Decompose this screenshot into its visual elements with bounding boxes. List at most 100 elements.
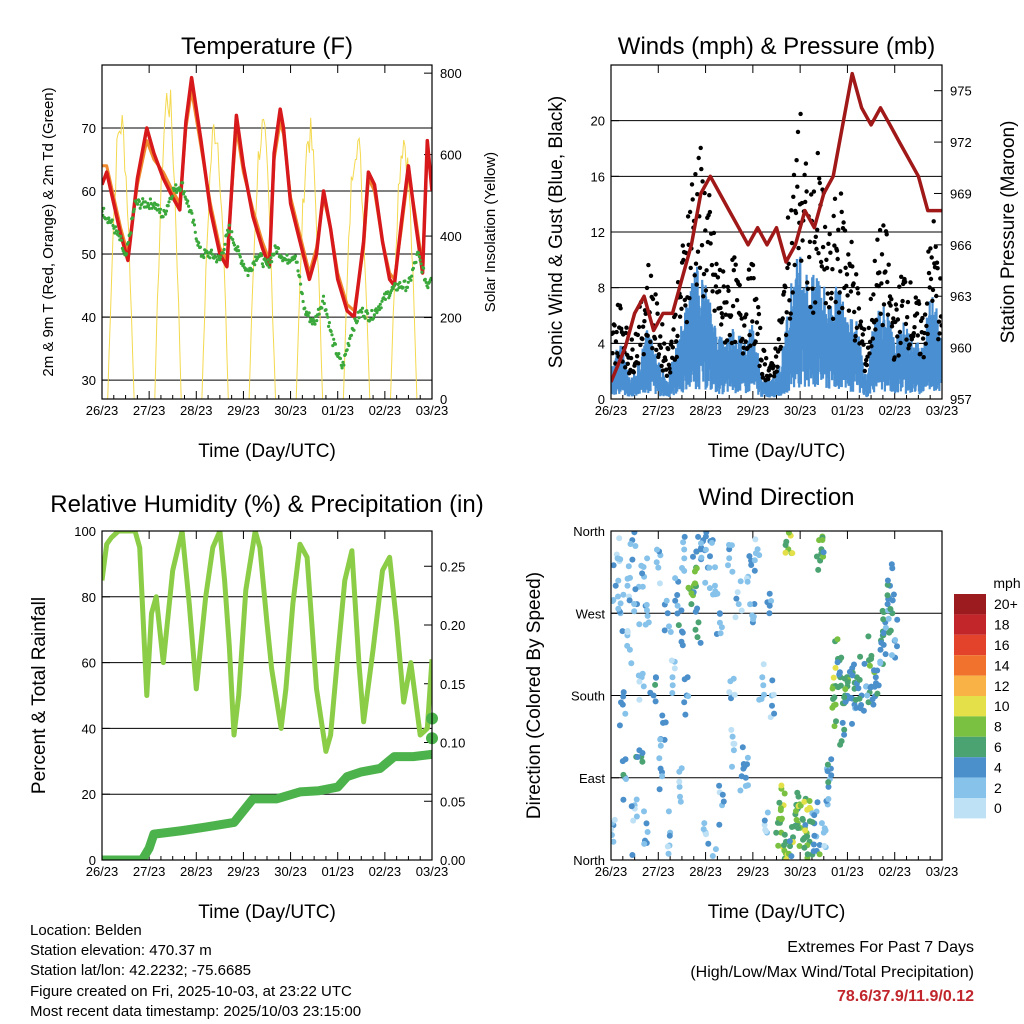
dewpoint-point [270, 260, 274, 264]
direction-point [874, 690, 881, 697]
gust-point [726, 288, 731, 293]
gust-point [714, 261, 719, 267]
gust-point [746, 267, 752, 272]
dewpoint-point [372, 313, 376, 317]
dewpoint-point [329, 329, 333, 333]
gust-point [741, 345, 746, 350]
gust-point [659, 363, 664, 369]
gust-point [818, 259, 824, 265]
direction-point [641, 808, 647, 815]
direction-point [889, 652, 895, 659]
gust-point [869, 344, 874, 349]
colorbar-swatch [954, 777, 986, 798]
gust-point [773, 354, 779, 359]
gust-point [700, 179, 705, 184]
gust-point [808, 304, 813, 310]
gust-point [791, 194, 796, 199]
gust-point [652, 336, 658, 341]
direction-point [760, 682, 767, 689]
colorbar-swatch [954, 634, 986, 656]
gust-point [750, 319, 755, 324]
dewpoint-point [299, 282, 303, 286]
direction-point [752, 550, 759, 557]
gust-point [743, 339, 748, 344]
gust-point [787, 298, 792, 303]
direction-point [644, 607, 650, 614]
gust-point [937, 331, 942, 336]
gust-point [742, 323, 747, 328]
gust-point [794, 158, 799, 163]
direction-point [734, 589, 741, 596]
direction-point [820, 549, 827, 556]
x-tick-label: 29/23 [227, 864, 260, 879]
dewpoint-point [315, 319, 319, 323]
direction-point [793, 808, 799, 814]
gust-point [824, 257, 829, 262]
gust-point [756, 305, 761, 310]
direction-point [766, 610, 773, 617]
x-tick-label: 02/23 [369, 403, 402, 418]
gust-point [803, 161, 809, 166]
dewpoint-point [119, 234, 123, 238]
gust-point [709, 262, 715, 268]
direction-point [816, 851, 823, 858]
gust-point [614, 329, 619, 335]
pressure-line [611, 71, 942, 383]
y-right-tick-label: 0.10 [440, 736, 465, 751]
direction-point [828, 756, 835, 763]
gust-point [879, 252, 885, 257]
gust-point [739, 316, 744, 321]
y-right-tick-label: 0.20 [440, 618, 465, 633]
colorbar-swatch [954, 757, 986, 778]
y-right-tick-label: 0.05 [440, 794, 465, 809]
gust-point [822, 224, 828, 230]
direction-point [653, 559, 660, 566]
direction-point [786, 838, 793, 845]
direction-point [681, 555, 688, 562]
gust-point [836, 227, 841, 232]
direction-point [672, 575, 679, 582]
direction-point [644, 829, 651, 835]
direction-point [720, 798, 727, 805]
gust-point [655, 311, 660, 316]
direction-point [889, 597, 896, 604]
colorbar-swatch [954, 798, 986, 819]
gust-point [839, 209, 844, 215]
gust-point [825, 291, 830, 296]
direction-point [801, 798, 808, 805]
dewpoint-point [326, 315, 330, 319]
direction-point [745, 782, 751, 789]
direction-point [718, 624, 725, 631]
direction-point [702, 546, 709, 553]
direction-point [838, 738, 845, 745]
gust-point [813, 234, 818, 239]
dewpoint-point [174, 183, 178, 187]
colorbar-swatch [954, 614, 986, 635]
direction-point [769, 702, 775, 709]
gust-point [776, 337, 781, 342]
dewpoint-point [240, 259, 244, 263]
gust-point [923, 341, 928, 346]
direction-point [877, 646, 884, 653]
x-tick-label: 30/23 [274, 864, 307, 879]
direction-point [750, 613, 757, 620]
direction-point [849, 720, 855, 727]
gust-point [860, 339, 865, 344]
dewpoint-point [209, 248, 214, 252]
gust-point [701, 271, 707, 277]
dewpoint-point [360, 306, 365, 310]
gust-point [662, 341, 667, 346]
gust-point [861, 342, 866, 347]
gust-point [800, 238, 805, 243]
gust-point [904, 337, 909, 342]
dewpoint-point [147, 206, 152, 211]
direction-point [773, 829, 780, 836]
direction-point [776, 799, 783, 806]
gust-point [792, 262, 797, 268]
y-tick-label: West [576, 606, 606, 621]
gust-point [855, 286, 860, 291]
gust-point [811, 310, 816, 315]
gust-point [658, 334, 663, 339]
direction-point [618, 699, 624, 706]
dewpoint-point [303, 306, 307, 310]
